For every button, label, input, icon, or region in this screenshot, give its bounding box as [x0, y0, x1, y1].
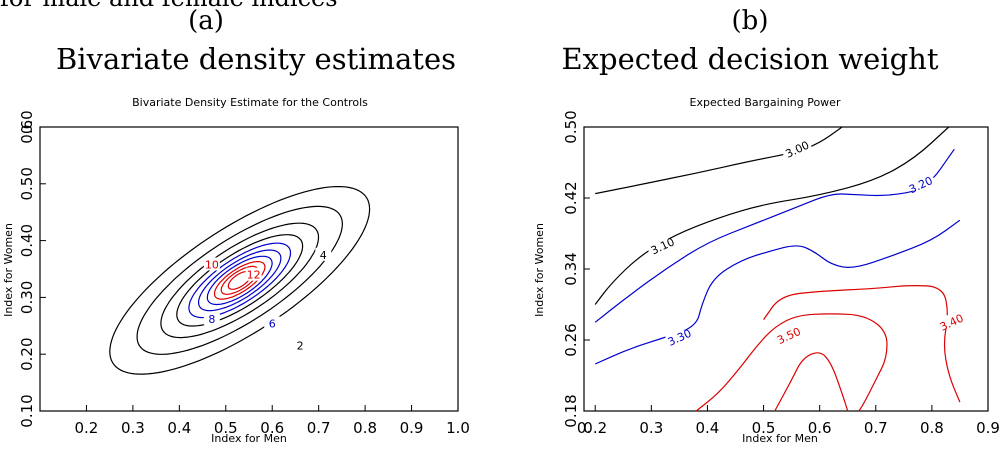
chart-b-xtick-label: 0.2 [583, 419, 607, 437]
chart-a-xtick-label: 0.8 [353, 419, 377, 437]
contour-label: 8 [208, 313, 215, 326]
contour-label: 4 [320, 249, 327, 262]
chart-a-ytick-label: 0.50 [18, 167, 36, 200]
contour-label-bg [203, 311, 220, 325]
contour-line-level-5 [176, 234, 304, 327]
chart-b-frame [583, 126, 989, 412]
chart-b-contour-labels: 3.00 3.10 3.20 3.30 3.40 3.50 [648, 139, 966, 349]
contour-label-bg [315, 247, 332, 261]
top-caption: for male and female indices [0, 0, 338, 12]
contour-label: 3.40 [938, 312, 966, 334]
chart-a-contour-labels: 2 4 6 8 10 12 [203, 247, 332, 353]
panel-b-letter: (b) [731, 6, 769, 36]
chart-b-xlabel: Index for Men [742, 432, 818, 445]
chart-a-ylabel: Index for Women [2, 223, 15, 317]
contour-label: 3.20 [907, 174, 935, 196]
chart-a-xtick-label: 0.3 [121, 419, 145, 437]
contour-label-bg [245, 267, 262, 281]
contour-label-bg [648, 238, 677, 252]
chart-b-ytick-label: 0.26 [562, 323, 580, 356]
contour-label-bg [264, 316, 281, 330]
chart-b-contours [594, 126, 961, 412]
chart-a-xtick-label: 0.4 [167, 419, 191, 437]
chart-a: Bivariate Density Estimate for the Contr… [2, 96, 470, 445]
chart-a-ytick-label: 0.10 [18, 394, 36, 427]
contour-label: 12 [247, 269, 261, 282]
contour-label: 2 [297, 340, 304, 353]
chart-a-title: Bivariate Density Estimate for the Contr… [132, 96, 368, 109]
chart-b-x-axis: 0.0.2 0.3 0.4 0.5 0.6 0.7 0.8 0.9 [577, 405, 999, 437]
chart-b-xtick-label: 0.9 [976, 419, 999, 437]
contour-label-bg [774, 328, 803, 342]
contour-label: 10 [205, 258, 219, 271]
contour-label-bg [292, 338, 309, 352]
chart-b-xtick-label: 0.8 [920, 419, 944, 437]
chart-a-ytick-label: 0.60 [18, 110, 36, 143]
chart-a-ytick-label: 0.40 [18, 224, 36, 257]
chart-a-ytick-label: 0.20 [18, 337, 36, 370]
contour-label: 3.50 [775, 325, 803, 347]
chart-b-ylabel: Index for Women [533, 223, 546, 317]
contour-label-bg [665, 330, 694, 344]
chart-b-ytick-label: 0.50 [562, 110, 580, 143]
chart-b-y-axis: 0.18 0.26 0.34 0.42 0.50 [562, 110, 590, 428]
contour-line-level-2 [109, 186, 371, 375]
chart-a-xtick-label: 0.2 [75, 419, 99, 437]
panel-b-heading: Expected decision weight [561, 42, 939, 76]
contour-label: 3.30 [666, 327, 694, 349]
contour-label-bg [937, 315, 966, 329]
contour-line-level-3.4 [763, 285, 961, 403]
chart-b: Expected Bargaining Power 3.003.103.203.… [533, 96, 999, 445]
contour-line-level-7 [198, 249, 282, 312]
contour-line-level-3 [595, 126, 843, 195]
contour-label: 6 [269, 318, 276, 331]
panel-a-letter: (a) [188, 6, 224, 36]
contour-line-level-12 [227, 270, 252, 290]
chart-b-xtick-label: 0. [577, 419, 591, 437]
contour-line-level-6 [188, 242, 292, 319]
chart-a-ytick-label: 0.30 [18, 281, 36, 314]
contour-label: 3.10 [649, 235, 677, 257]
chart-a-frame [39, 126, 459, 412]
chart-a-y-axis: 0. 0.10 0.20 0.30 0.40 0.50 0.60 [18, 110, 46, 428]
contour-line-level-4 [160, 222, 320, 339]
chart-a-xtick-label: 0.5 [214, 419, 238, 437]
chart-b-ytick-label: 0.34 [562, 252, 580, 285]
chart-a-xtick-label: 1.0 [446, 419, 470, 437]
contour-label: 3.00 [784, 139, 812, 161]
contour-line-level-3.5 [695, 313, 888, 412]
chart-b-xtick-label: 0.7 [864, 419, 888, 437]
chart-b-xtick-label: 0.6 [808, 419, 832, 437]
contour-line-level-8 [206, 255, 273, 306]
chart-b-ytick-label: 0.18 [562, 394, 580, 427]
contour-label-bg [783, 142, 812, 156]
chart-a-xtick-label: 0.6 [260, 419, 284, 437]
chart-b-title: Expected Bargaining Power [690, 96, 841, 109]
chart-a-xlabel: Index for Men [211, 432, 287, 445]
chart-b-xtick-label: 0.4 [696, 419, 720, 437]
chart-a-contours [109, 186, 371, 375]
chart-b-xtick-label: 0.5 [752, 419, 776, 437]
contour-line-level-10 [213, 261, 266, 300]
contour-line-level-3 [136, 205, 344, 355]
chart-a-x-axis: 0.2 0.3 0.4 0.5 0.6 0.7 0.8 0.9 1.0 [75, 405, 470, 437]
contour-label-bg [203, 257, 220, 271]
contour-label-bg [906, 177, 935, 191]
contour-line-level-3.2 [594, 148, 955, 323]
chart-a-ytick-label: 0. [18, 120, 36, 134]
panel-a-heading: Bivariate density estimates [56, 42, 456, 76]
chart-b-xtick-label: 0.3 [639, 419, 663, 437]
chart-a-xtick-label: 0.9 [400, 419, 424, 437]
chart-b-ytick-label: 0.42 [562, 181, 580, 214]
contour-line-level-3.3 [594, 219, 961, 365]
chart-a-xtick-label: 0.7 [307, 419, 331, 437]
contour-line-level-3.6 [774, 352, 849, 412]
contour-line-level-3.1 [594, 126, 950, 305]
